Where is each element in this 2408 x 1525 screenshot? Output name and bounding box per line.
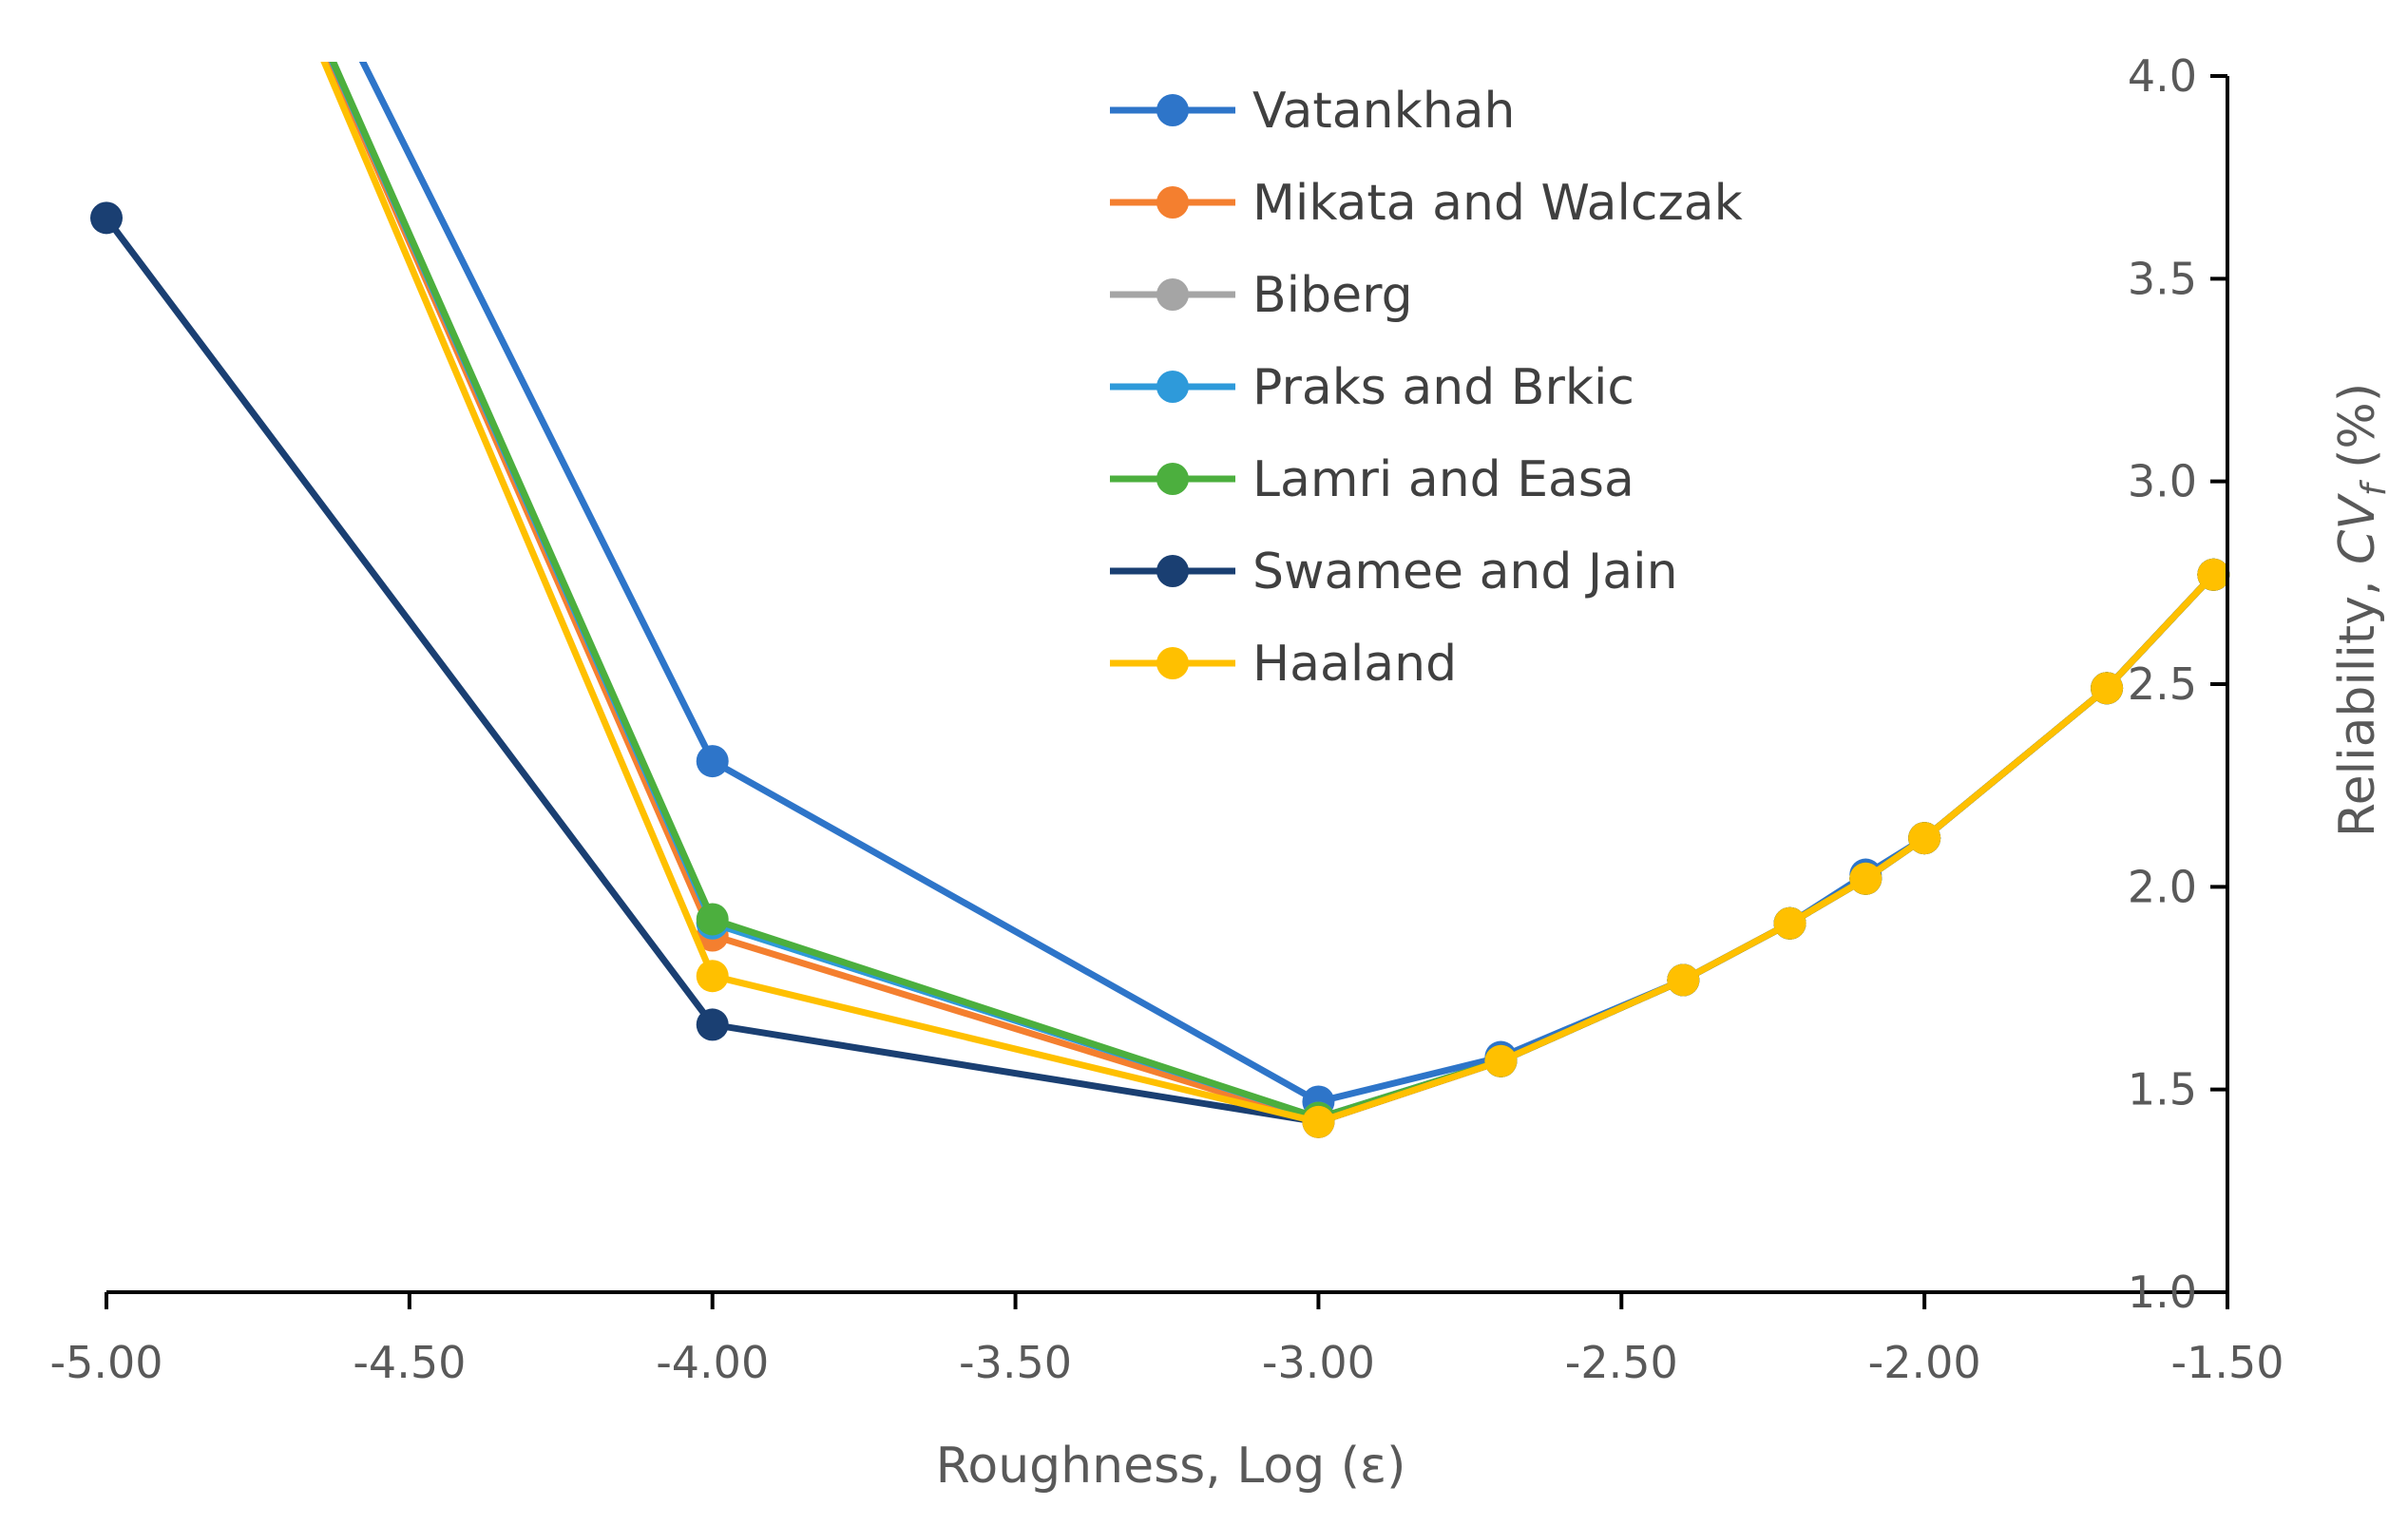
y-tick-label: 4.0 bbox=[2128, 50, 2197, 102]
y-ticks: 1.0 1.5 2.0 2.5 3.0 3.5 4.0 bbox=[2128, 50, 2227, 1318]
x-tick-label: -1.50 bbox=[2170, 1337, 2284, 1388]
y-axis-title-suffix: (%) bbox=[2329, 383, 2386, 485]
legend-item: Haaland bbox=[1110, 636, 1457, 693]
data-point bbox=[696, 745, 729, 778]
series-haaland bbox=[320, 62, 2230, 1138]
legend-label: Swamee and Jain bbox=[1252, 543, 1678, 600]
y-axis-title-var: CV bbox=[2329, 493, 2386, 564]
legend-label: Biberg bbox=[1252, 267, 1413, 324]
legend-item: Biberg bbox=[1110, 267, 1413, 324]
data-point bbox=[2091, 672, 2124, 705]
series-line bbox=[329, 62, 2216, 1121]
x-tick-label: -3.50 bbox=[959, 1337, 1072, 1388]
x-tick-label: -2.50 bbox=[1565, 1337, 1678, 1388]
y-tick-label: 1.0 bbox=[2128, 1267, 2197, 1318]
legend-swatch-marker bbox=[1156, 278, 1189, 311]
data-point bbox=[90, 201, 123, 235]
legend-label: Haaland bbox=[1252, 636, 1457, 693]
data-point bbox=[696, 1008, 729, 1041]
x-tick-label: -5.00 bbox=[49, 1337, 162, 1388]
series-line bbox=[358, 62, 2216, 1105]
y-tick-label: 3.5 bbox=[2128, 253, 2197, 304]
data-point bbox=[696, 960, 729, 993]
x-ticks: -5.00 -4.50 -4.00 -3.50 -3.00 -2.50 -2.00 -1.50 bbox=[49, 1292, 2284, 1388]
y-tick-label: 2.5 bbox=[2128, 658, 2197, 710]
legend-label: Praks and Brkic bbox=[1252, 359, 1634, 416]
y-tick-label: 3.0 bbox=[2128, 456, 2197, 507]
data-point bbox=[1667, 963, 1700, 997]
x-tick-label: -2.00 bbox=[1868, 1337, 1981, 1388]
x-tick-label: -4.50 bbox=[353, 1337, 466, 1388]
legend-label: Lamri and Easa bbox=[1252, 451, 1634, 508]
series-line bbox=[327, 62, 2216, 1126]
x-tick-label: -3.00 bbox=[1262, 1337, 1375, 1388]
data-point bbox=[696, 903, 729, 936]
legend: Vatankhah Mikata and Walczak Biberg Praks a… bbox=[1110, 83, 1743, 693]
legend-swatch-marker bbox=[1156, 647, 1189, 679]
legend-item: Swamee and Jain bbox=[1110, 543, 1678, 600]
x-axis-title: Roughness, Log (ε) bbox=[936, 1438, 1406, 1495]
y-tick-label: 1.5 bbox=[2128, 1064, 2197, 1115]
data-point bbox=[2197, 558, 2230, 591]
legend-label: Vatankhah bbox=[1252, 83, 1516, 140]
series-line bbox=[329, 62, 2216, 1121]
legend-item: Lamri and Easa bbox=[1110, 451, 1634, 508]
axes-layer: -5.00 -4.50 -4.00 -3.50 -3.00 -2.50 -2.00 -1.50… bbox=[49, 50, 2284, 1388]
series-line bbox=[320, 62, 2216, 1126]
series-layer bbox=[90, 62, 2230, 1138]
y-axis-title-prefix: Reliability, bbox=[2329, 564, 2386, 837]
data-point bbox=[1302, 1105, 1335, 1138]
legend-swatch-marker bbox=[1156, 463, 1189, 495]
y-axis-title: Reliability, CVf (%) bbox=[2329, 383, 2394, 837]
x-tick-label: -4.00 bbox=[656, 1337, 769, 1388]
data-point bbox=[1908, 822, 1941, 855]
y-tick-label: 2.0 bbox=[2128, 861, 2197, 912]
data-point bbox=[1484, 1044, 1518, 1077]
legend-label: Mikata and Walczak bbox=[1252, 175, 1743, 232]
legend-swatch-marker bbox=[1156, 186, 1189, 219]
series-line bbox=[329, 62, 2216, 1121]
legend-swatch-marker bbox=[1156, 371, 1189, 403]
legend-item: Mikata and Walczak bbox=[1110, 175, 1743, 232]
legend-item: Praks and Brkic bbox=[1110, 359, 1634, 416]
legend-item: Vatankhah bbox=[1110, 83, 1516, 140]
legend-swatch-marker bbox=[1156, 555, 1189, 587]
series-vatankhah bbox=[358, 62, 2230, 1118]
legend-swatch-marker bbox=[1156, 94, 1189, 126]
data-point bbox=[1849, 862, 1882, 895]
data-point bbox=[1773, 906, 1806, 940]
